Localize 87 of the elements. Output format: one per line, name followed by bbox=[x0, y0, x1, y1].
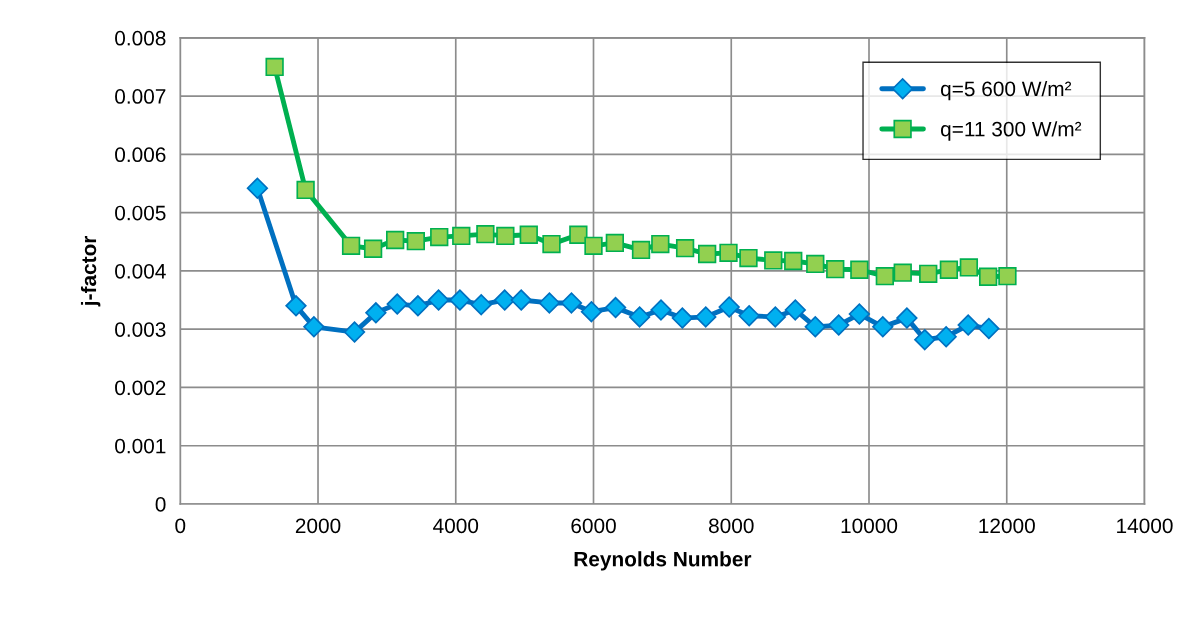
y-axis-title: j-factor bbox=[80, 235, 101, 307]
point bbox=[406, 232, 425, 251]
point bbox=[828, 314, 850, 336]
point bbox=[542, 234, 561, 254]
point bbox=[896, 307, 918, 329]
point bbox=[385, 230, 405, 250]
point bbox=[935, 326, 957, 348]
point bbox=[651, 234, 670, 254]
point bbox=[296, 180, 315, 200]
point bbox=[605, 233, 625, 253]
point bbox=[675, 239, 695, 258]
point bbox=[978, 317, 1000, 340]
point bbox=[764, 251, 783, 270]
point bbox=[430, 227, 449, 247]
point bbox=[848, 303, 871, 325]
point bbox=[764, 306, 786, 328]
point bbox=[631, 240, 651, 260]
point bbox=[719, 243, 738, 263]
point bbox=[959, 258, 979, 277]
y-tick-label: 0.005 bbox=[115, 205, 166, 221]
y-tick-label: 0.002 bbox=[115, 380, 166, 396]
point bbox=[784, 299, 806, 321]
point bbox=[998, 266, 1017, 286]
y-tick-label: 0.004 bbox=[115, 263, 166, 279]
point bbox=[246, 177, 269, 199]
point bbox=[872, 316, 894, 338]
legend-label: q=5 600 W/m² bbox=[940, 80, 1072, 101]
x-tick-label: 14000 bbox=[1117, 518, 1173, 534]
point bbox=[826, 259, 845, 279]
y-tick-label: 0.007 bbox=[115, 89, 166, 104]
point bbox=[476, 225, 495, 244]
x-axis-title: Reynolds Number bbox=[574, 551, 752, 571]
point bbox=[628, 306, 651, 328]
x-tick-label: 10000 bbox=[841, 518, 898, 534]
x-tick-label: 2000 bbox=[295, 518, 341, 534]
x-tick-label: 8000 bbox=[708, 518, 754, 534]
point bbox=[470, 294, 492, 316]
point bbox=[560, 292, 583, 314]
point bbox=[303, 316, 325, 338]
point bbox=[341, 236, 361, 256]
x-tick-label: 4000 bbox=[433, 518, 479, 534]
point bbox=[519, 225, 538, 244]
point bbox=[386, 293, 408, 315]
point bbox=[738, 305, 760, 327]
point bbox=[496, 226, 515, 246]
x-tick-label: 6000 bbox=[571, 518, 616, 534]
y-tick-label: 0.001 bbox=[115, 438, 166, 454]
x-tick-label: 0 bbox=[175, 518, 186, 534]
point bbox=[584, 236, 603, 256]
point bbox=[671, 307, 694, 329]
point bbox=[363, 239, 383, 258]
point bbox=[285, 295, 307, 317]
point bbox=[919, 264, 938, 283]
point bbox=[580, 301, 603, 323]
point bbox=[510, 289, 532, 311]
point bbox=[914, 329, 936, 351]
point bbox=[875, 266, 895, 286]
point bbox=[978, 267, 998, 286]
point bbox=[650, 299, 672, 321]
point bbox=[265, 57, 284, 77]
point bbox=[449, 289, 471, 311]
point bbox=[569, 225, 588, 244]
point bbox=[718, 296, 740, 318]
point bbox=[697, 244, 717, 264]
x-tick-label: 12000 bbox=[979, 518, 1035, 534]
point bbox=[452, 226, 471, 246]
y-tick-label: 0 bbox=[155, 497, 166, 512]
point bbox=[893, 263, 912, 282]
point bbox=[939, 260, 959, 279]
point bbox=[957, 314, 979, 336]
point bbox=[538, 292, 561, 314]
point bbox=[806, 254, 825, 274]
point bbox=[604, 296, 627, 319]
point bbox=[784, 251, 803, 271]
y-tick-label: 0.008 bbox=[115, 30, 166, 46]
point bbox=[427, 289, 450, 311]
point bbox=[494, 289, 516, 311]
point bbox=[804, 316, 826, 338]
legend-label: q=11 300 W/m² bbox=[940, 121, 1082, 141]
point bbox=[365, 302, 387, 324]
y-tick-label: 0.006 bbox=[115, 147, 166, 163]
point bbox=[407, 295, 429, 317]
point bbox=[739, 248, 758, 268]
y-tick-label: 0.003 bbox=[115, 322, 166, 337]
point bbox=[850, 260, 869, 279]
point bbox=[343, 321, 366, 343]
point bbox=[695, 306, 717, 328]
